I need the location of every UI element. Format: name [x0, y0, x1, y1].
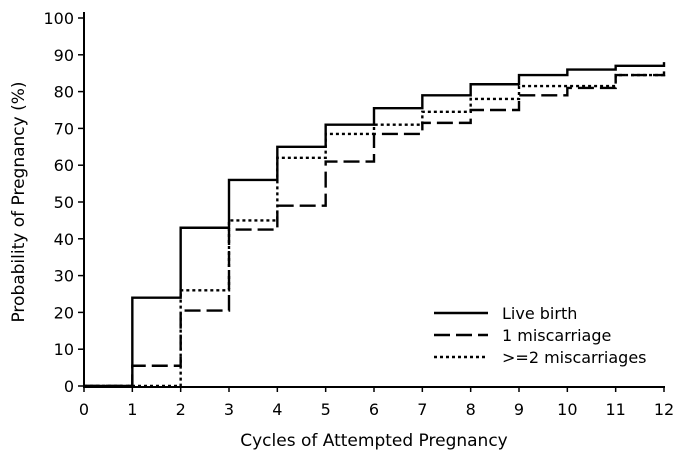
y-tick-label: 40	[54, 230, 74, 249]
y-tick-label: 80	[54, 83, 74, 102]
x-axis-title: Cycles of Attempted Pregnancy	[240, 431, 508, 451]
legend: Live birth 1 miscarriage >=2 miscarriages	[434, 304, 647, 367]
x-tick-label: 4	[272, 400, 282, 419]
x-tick-label: 1	[127, 400, 137, 419]
x-tick-label: 12	[654, 400, 674, 419]
x-tick-label: 11	[605, 400, 625, 419]
x-tick-label: 3	[224, 400, 234, 419]
y-tick-label: 20	[54, 303, 74, 322]
x-tick-label: 9	[514, 400, 524, 419]
series-line-2	[84, 73, 666, 388]
series-line-0	[84, 62, 666, 388]
legend-label-0: Live birth	[502, 304, 577, 323]
y-tick-label: 50	[54, 193, 74, 212]
x-tick-label: 0	[79, 400, 89, 419]
x-tick-label: 6	[369, 400, 379, 419]
legend-label-2: >=2 miscarriages	[502, 348, 647, 367]
y-tick-label: 0	[64, 377, 74, 396]
x-tick-label: 5	[321, 400, 331, 419]
y-tick-label: 100	[43, 9, 74, 28]
y-tick-label: 30	[54, 267, 74, 286]
y-axis-title: Probability of Pregnancy (%)	[9, 81, 29, 322]
y-tick-label: 90	[54, 46, 74, 65]
x-tick-label: 2	[176, 400, 186, 419]
series-layer	[84, 62, 666, 388]
x-tick-label: 10	[557, 400, 577, 419]
x-tick-label: 8	[466, 400, 476, 419]
y-tick-label: 10	[54, 340, 74, 359]
x-tick-label: 7	[417, 400, 427, 419]
y-tick-label: 70	[54, 119, 74, 138]
legend-label-1: 1 miscarriage	[502, 326, 611, 345]
y-tick-label: 60	[54, 156, 74, 175]
